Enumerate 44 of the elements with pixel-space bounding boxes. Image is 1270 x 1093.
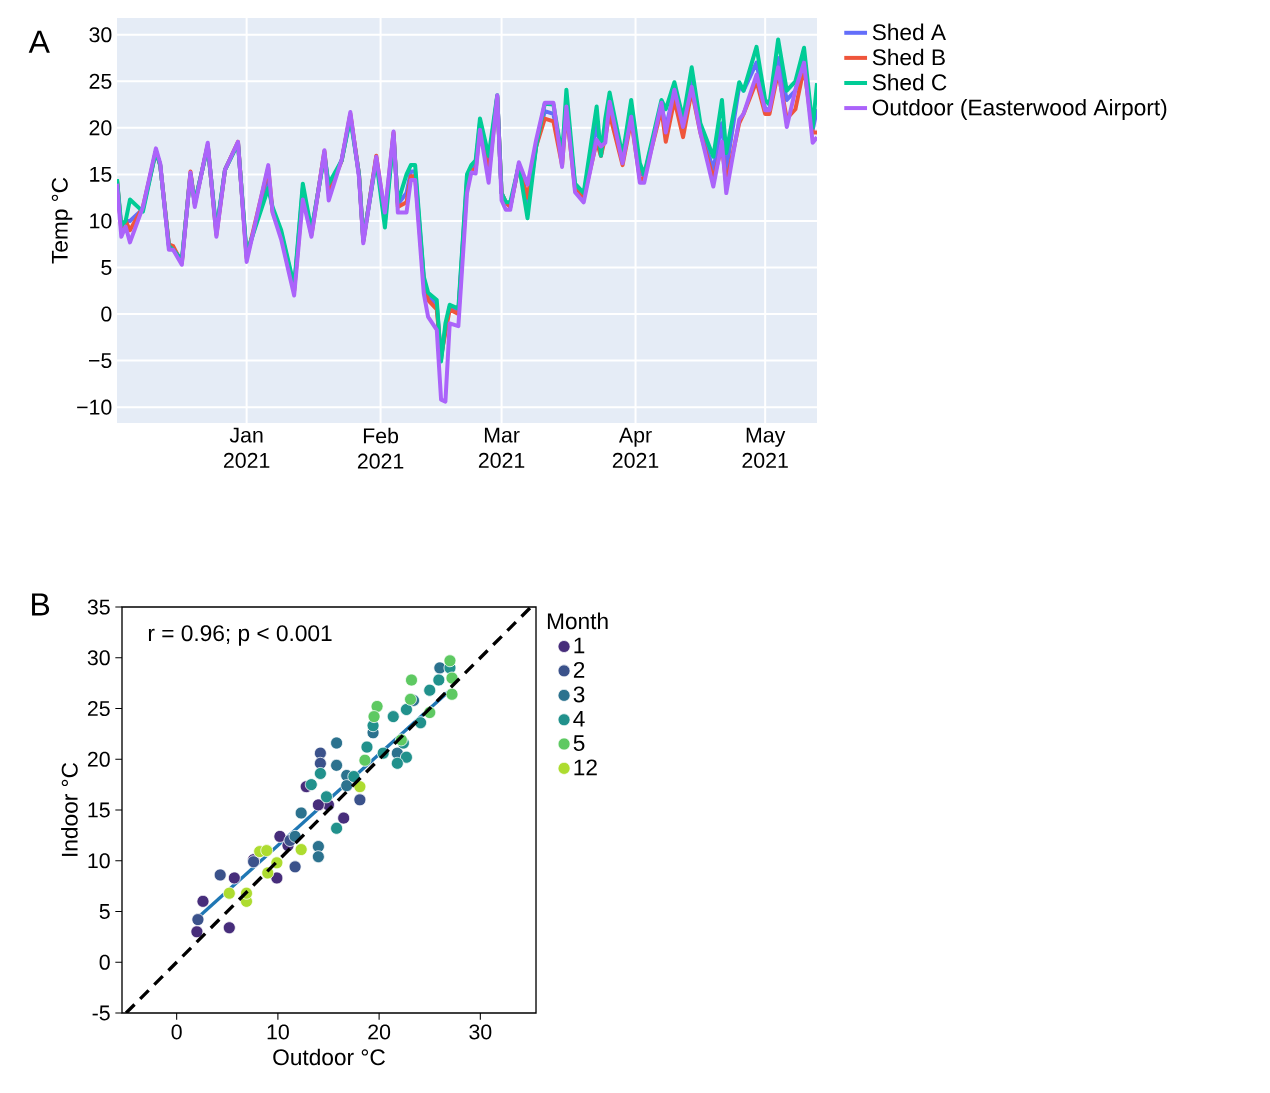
x-tick-label: Apr 2021: [612, 427, 659, 468]
x-tick-label: Jan 2021: [223, 427, 270, 468]
y-tick-label: 20: [87, 751, 110, 767]
y-tick-label: 30: [87, 650, 110, 666]
x-tick-label: 0: [171, 1024, 182, 1040]
y-tick-label: 10: [90, 213, 112, 229]
legend-label: Outdoor (Easterwood Airport): [872, 98, 1167, 120]
text: A: [28, 30, 50, 53]
y-tick-label: 30: [89, 27, 112, 43]
y-tick-label: 5: [99, 904, 110, 919]
y-tick-label: −10: [77, 399, 112, 415]
x-tick-label: 10: [267, 1024, 289, 1040]
y-axis-title: Indoor °C: [61, 762, 78, 856]
text: B: [32, 593, 50, 616]
legend-label: Shed A: [872, 23, 946, 41]
y-tick-label: 35: [87, 599, 110, 615]
x-tick-label: Mar 2021: [478, 427, 525, 468]
y-tick-label: 15: [88, 802, 110, 818]
annotation: r = 0.96; p < 0.001: [148, 625, 332, 646]
x-tick-label: May 2021: [742, 427, 788, 468]
y-tick-label: 25: [87, 700, 110, 717]
x-tick-label: Feb 2021: [357, 427, 404, 469]
y-tick-label: 5: [101, 260, 112, 275]
y-tick-label: 20: [89, 120, 112, 136]
y-tick-label: 10: [88, 853, 110, 869]
y-tick-label: 0: [99, 954, 110, 970]
y-tick-label: −5: [89, 353, 112, 369]
legend-label: 4: [573, 710, 585, 727]
y-axis-title: Temp °C: [51, 177, 73, 264]
legend-label: 2: [573, 661, 585, 678]
y-tick-label: 0: [101, 306, 112, 322]
legend-label: 1: [574, 637, 585, 654]
x-tick-label: 20: [368, 1024, 391, 1040]
legend-title: Month: [547, 612, 608, 630]
x-tick-label: 30: [469, 1024, 492, 1040]
y-tick-label: 15: [90, 166, 112, 182]
legend-label: 3: [573, 686, 585, 703]
legend-label: 5: [573, 735, 585, 752]
x-axis-title: Outdoor °C: [273, 1048, 385, 1066]
y-tick-label: 25: [89, 73, 112, 89]
legend-label: Shed C: [872, 73, 947, 91]
legend-label: Shed B: [872, 48, 945, 66]
y-tick-label: -5: [92, 1005, 110, 1021]
legend-label: 12: [574, 759, 597, 776]
